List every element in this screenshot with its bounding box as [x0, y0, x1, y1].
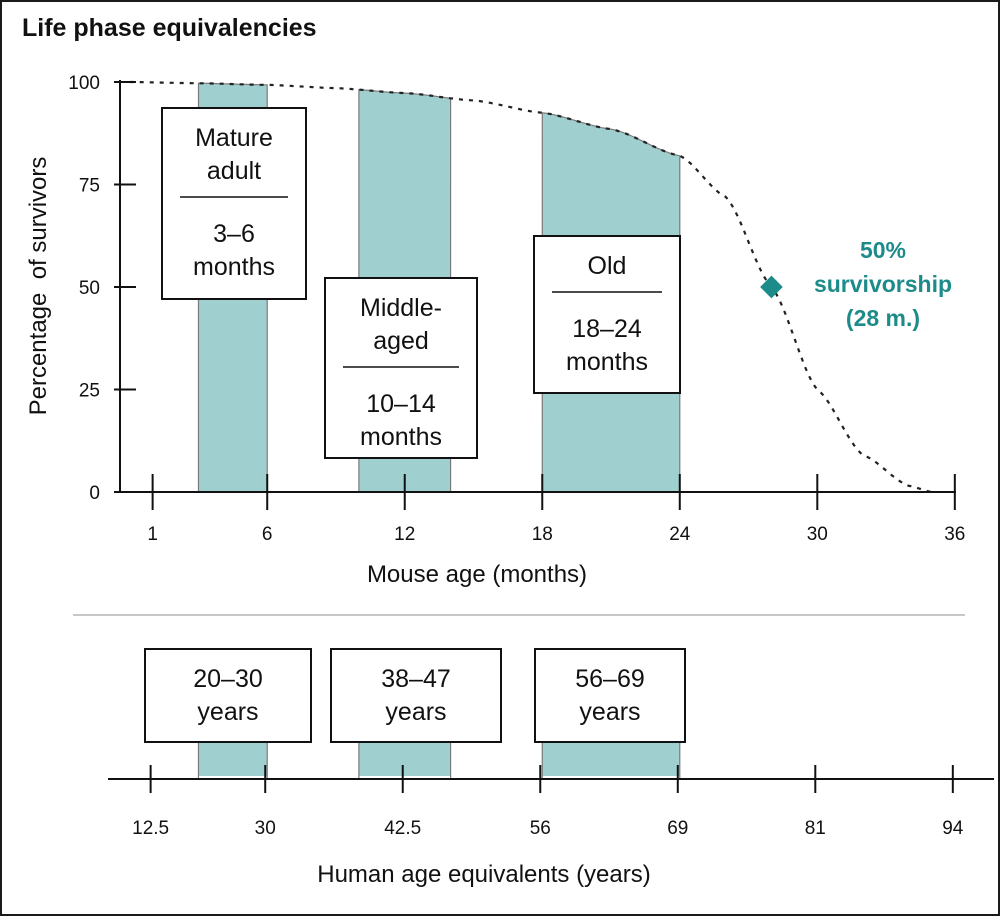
human-box-3-line: years	[579, 698, 640, 726]
survival-curve	[129, 80, 933, 494]
human-box-3-frame	[534, 648, 686, 743]
phase-box-3-line: 18–24	[572, 315, 642, 343]
human-box-1: 20–30 years	[144, 648, 312, 743]
phase-box-2: Middle-aged 10–14 months	[324, 277, 478, 459]
phase-box-1-line: 3–6	[213, 220, 255, 248]
chart-title: Life phase equivalencies	[22, 14, 317, 42]
annotation-line: (28 m.)	[846, 305, 920, 331]
human-age-axis: 12.5 30 42.5 56 69 81 94	[108, 765, 994, 839]
human-box-1-line: 20–30	[193, 665, 263, 693]
x-axis-label: Mouse age (months)	[367, 561, 587, 588]
human-bar-1	[198, 740, 268, 776]
y-tick-label: 75	[79, 176, 100, 197]
human-tick-label: 81	[805, 818, 826, 839]
x-tick-label: 6	[262, 524, 273, 545]
y-axis: 0 25 50 75 100	[68, 73, 136, 504]
phase-box-3-frame	[533, 235, 681, 394]
human-box-1-frame	[144, 648, 312, 743]
human-box-2-frame	[330, 648, 502, 743]
human-tick-label: 69	[667, 818, 688, 839]
phase-box-1-line: Mature	[195, 124, 273, 152]
human-bar-3	[542, 740, 680, 776]
human-age-labels: 20–30 years 38–47 years 56–69 years	[144, 648, 686, 743]
human-tick-label: 94	[942, 818, 964, 839]
x-tick-label: 18	[532, 524, 553, 545]
x-tick-label: 36	[944, 524, 965, 545]
x-tick-label: 12	[394, 524, 415, 545]
y-axis-label: Percentage of survivors	[25, 157, 52, 416]
phase-box-1: Mature adult 3–6 months	[161, 107, 307, 300]
x-tick-label: 1	[147, 524, 158, 545]
phase-box-2-line: Middle-	[360, 294, 442, 322]
annotation-marker	[760, 275, 783, 299]
human-tick-label: 30	[255, 818, 276, 839]
human-axis-label: Human age equivalents (years)	[317, 861, 651, 888]
x-tick-label: 30	[807, 524, 828, 545]
human-box-2: 38–47 years	[330, 648, 502, 743]
lower-phase-bars	[197, 736, 681, 779]
phase-box-1-frame	[161, 107, 307, 300]
human-tick-label: 42.5	[384, 818, 421, 839]
phase-box-2-line: 10–14	[366, 390, 436, 418]
phase-box-2-frame	[324, 277, 478, 459]
phase-box-3: Old 18–24 months	[533, 235, 681, 394]
annotation-line: survivorship	[814, 271, 952, 297]
x-tick-label: 24	[669, 524, 691, 545]
human-bar-2	[358, 740, 451, 776]
phase-box-3-line: months	[566, 348, 648, 376]
y-tick-label: 50	[79, 278, 100, 299]
human-tick-label: 12.5	[132, 818, 169, 839]
survivorship-annotation: 50% survivorship (28 m.)	[760, 237, 952, 331]
annotation-line: 50%	[860, 237, 906, 263]
upper-phase-labels: Mature adult 3–6 months Middle-aged 10–14 mont…	[161, 107, 681, 459]
human-tick-label: 56	[530, 818, 551, 839]
human-box-2-line: years	[385, 698, 446, 726]
human-box-2-line: 38–47	[381, 665, 451, 693]
y-tick-label: 0	[89, 483, 100, 504]
x-axis: 1 6 12 18 24 30 36	[120, 474, 965, 545]
y-tick-label: 100	[68, 73, 100, 94]
phase-box-2-line: aged	[373, 327, 429, 355]
phase-box-1-line: adult	[207, 157, 261, 185]
human-box-3: 56–69 years	[534, 648, 686, 743]
human-box-1-line: years	[197, 698, 258, 726]
phase-box-2-line: months	[360, 423, 442, 451]
y-tick-label: 25	[79, 381, 100, 402]
phase-box-1-line: months	[193, 253, 275, 281]
phase-box-3-line: Old	[588, 252, 627, 280]
human-box-3-line: 56–69	[575, 665, 645, 693]
